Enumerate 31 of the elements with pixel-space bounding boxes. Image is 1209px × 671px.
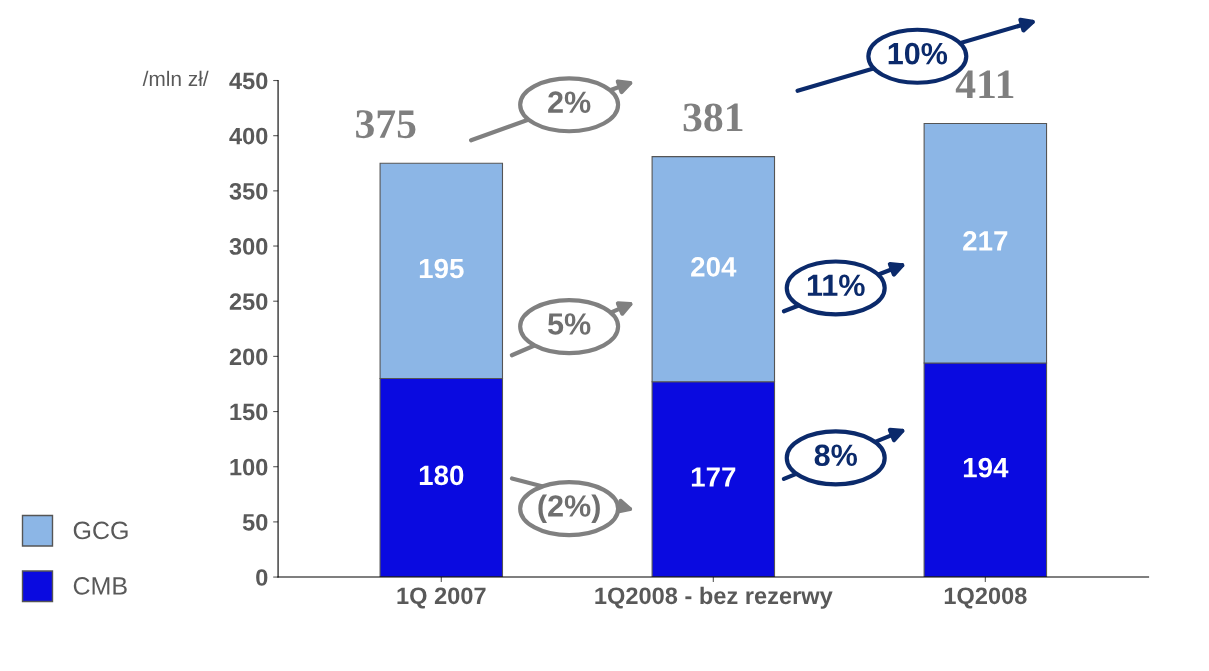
y-tick-label: 250 — [229, 293, 268, 310]
y-tick-label: 350 — [229, 182, 268, 200]
annotation: 11% — [807, 274, 865, 297]
x-tick-label: 1Q 2007 — [397, 587, 486, 609]
y-tick-label: 300 — [229, 238, 268, 255]
y-tick-label: 100 — [230, 458, 268, 476]
y-tick-label: 150 — [230, 403, 268, 421]
x-tick-label: 1Q2008 - bez rezerwy — [595, 586, 833, 609]
y-axis-title: /mln zł/ — [142, 70, 209, 87]
annotation: (2%) — [538, 494, 600, 523]
data-label: 177 — [691, 467, 736, 487]
total-label: 381 — [683, 103, 743, 132]
legend-label: GCG — [73, 521, 128, 540]
data-label: 204 — [691, 256, 737, 277]
y-tick-label: 50 — [242, 513, 268, 531]
data-label: 217 — [963, 231, 1008, 251]
annotation: 5% — [548, 313, 591, 335]
x-tick-label: 1Q2008 — [944, 587, 1027, 609]
legend-label: CMB — [73, 577, 127, 595]
annotation: 2% — [548, 91, 591, 113]
data-label: 180 — [419, 465, 464, 486]
y-tick-label: 200 — [229, 348, 268, 366]
data-label: 195 — [419, 258, 464, 279]
total-label: 411 — [955, 70, 1014, 99]
total-label: 375 — [356, 110, 416, 139]
y-tick-label: 400 — [229, 127, 268, 145]
annotation: 8% — [814, 444, 857, 467]
y-tick-label: 0 — [256, 569, 268, 586]
y-tick-label: 450 — [229, 72, 268, 90]
data-label: 194 — [963, 457, 1009, 478]
text: 10% — [888, 42, 948, 65]
